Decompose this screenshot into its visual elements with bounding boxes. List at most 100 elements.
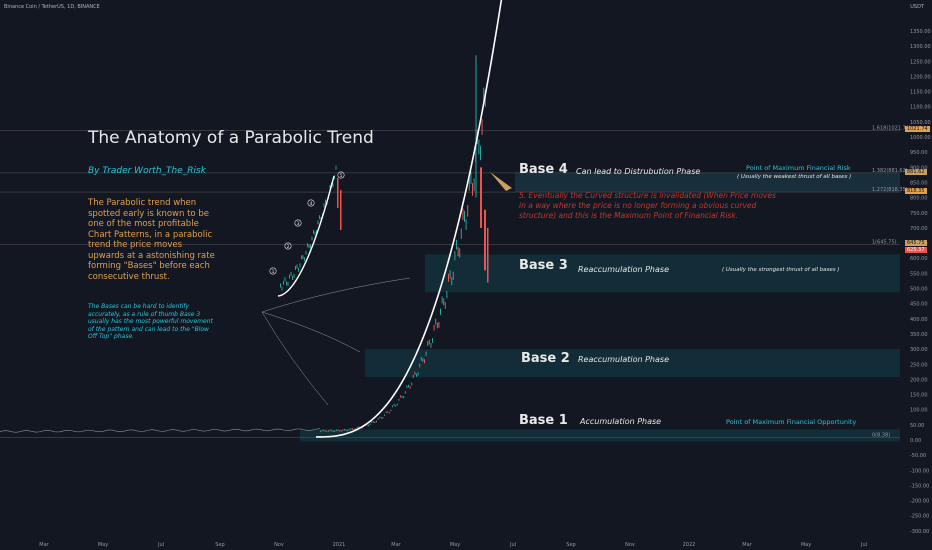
candle xyxy=(464,210,465,223)
candle xyxy=(452,271,454,280)
x-tick-label: Nov xyxy=(274,542,284,548)
candle xyxy=(440,308,441,315)
candle xyxy=(328,430,329,432)
candle xyxy=(422,358,424,363)
step-number: 3 xyxy=(297,221,300,227)
candle xyxy=(435,318,437,325)
candle xyxy=(483,87,485,105)
candle xyxy=(382,417,384,419)
y-tick-label: 200.00 xyxy=(910,377,928,383)
candle xyxy=(374,421,376,424)
base-2-phase: Reaccumulation Phase xyxy=(578,355,669,364)
candle xyxy=(468,177,470,191)
inset-candle xyxy=(335,165,337,170)
x-tick-label: Mar xyxy=(742,542,752,548)
inset-candle xyxy=(304,257,305,262)
candle xyxy=(387,411,389,413)
candle xyxy=(448,273,449,282)
y-tick-label: 1100.00 xyxy=(910,105,931,111)
step-circle xyxy=(269,267,277,275)
candle xyxy=(438,322,440,328)
inset-candle xyxy=(305,250,307,255)
inset-candle xyxy=(281,286,283,291)
base-1-note: Point of Maximum Financial Opportunity xyxy=(726,418,857,426)
inset-candle xyxy=(323,203,325,208)
candle xyxy=(465,219,467,231)
early-price-path xyxy=(0,428,321,433)
step-circle xyxy=(284,242,292,250)
candle xyxy=(395,404,397,407)
candle xyxy=(409,386,411,389)
y-tick-label: -300.00 xyxy=(910,529,929,535)
inset-pattern: 1 2 3 4 5 xyxy=(269,165,345,291)
candle xyxy=(323,429,325,432)
y-tick-label: 500.00 xyxy=(910,287,928,293)
candle xyxy=(457,246,459,257)
candle xyxy=(454,251,456,261)
base-4-note2: ( Usually the weakest thrust of all base… xyxy=(737,174,852,180)
arrow-base1 xyxy=(261,311,329,406)
y-tick-label: 800.00 xyxy=(910,196,928,202)
candle xyxy=(427,341,429,346)
candle xyxy=(358,426,360,428)
x-tick-label: Jul xyxy=(860,542,867,548)
x-tick-label: 2021 xyxy=(333,542,346,548)
x-tick-label: Sep xyxy=(215,542,224,548)
inset-candle xyxy=(307,243,308,248)
fib-label: 1.382(881.62) xyxy=(872,168,908,174)
x-tick-label: Jul xyxy=(157,542,164,548)
base-3-band xyxy=(425,254,900,293)
inset-candle xyxy=(287,281,289,286)
base-3-phase: Reaccumulation Phase xyxy=(578,265,669,274)
inset-candle xyxy=(317,220,319,225)
candle xyxy=(352,428,353,430)
candle xyxy=(377,418,379,420)
y-tick-label: 1350.00 xyxy=(910,29,931,35)
candle xyxy=(451,277,453,286)
candle xyxy=(334,430,336,432)
x-tick-label: May xyxy=(98,542,108,548)
y-axis: 1350.00 1300.00 1250.00 1200.00 1150.00 1100.… xyxy=(910,29,931,535)
y-tick-label: 1150.00 xyxy=(910,90,931,96)
candle xyxy=(414,371,416,375)
arrows xyxy=(261,172,512,406)
candle xyxy=(340,430,342,432)
candle xyxy=(480,145,481,161)
y-tick-label: 700.00 xyxy=(910,226,928,232)
base-bands xyxy=(300,172,900,442)
candle xyxy=(430,343,432,348)
parabolic-curve xyxy=(315,0,503,438)
inset-drop xyxy=(337,178,339,208)
fib-lines: 1.618(1021.74) 1.382(881.62) 1.272(818.35)… xyxy=(0,125,911,438)
crash-candle xyxy=(487,227,489,283)
candle xyxy=(478,139,480,155)
candle xyxy=(419,363,421,368)
candle xyxy=(326,430,328,433)
candle xyxy=(408,384,409,388)
candle xyxy=(446,291,448,299)
candle xyxy=(356,427,358,429)
x-tick-label: Mar xyxy=(39,542,49,548)
y-tick-label: 0.00 xyxy=(910,438,921,444)
candle xyxy=(443,298,445,306)
x-tick-label: 2022 xyxy=(683,542,696,548)
inset-parabolic-curve xyxy=(277,175,335,297)
inset-candle xyxy=(295,265,296,270)
candle xyxy=(417,372,419,376)
base-2-label: Base 2 xyxy=(521,351,570,366)
candle xyxy=(353,428,355,431)
symbol-header: Binance Coin / TetherUS, 1D, BINANCE xyxy=(4,4,100,10)
base-4-band xyxy=(515,172,900,193)
candle xyxy=(404,391,406,394)
y-tick-label: 1250.00 xyxy=(910,59,931,65)
inset-drop xyxy=(340,190,342,230)
candle xyxy=(384,414,385,416)
candle xyxy=(369,423,371,426)
inset-candle xyxy=(293,273,295,278)
inset-candle xyxy=(290,271,292,276)
x-tick-label: May xyxy=(450,542,460,548)
y-tick-label: 600.00 xyxy=(910,256,928,262)
inset-candle xyxy=(289,274,290,279)
step-number: 5 xyxy=(340,173,343,179)
